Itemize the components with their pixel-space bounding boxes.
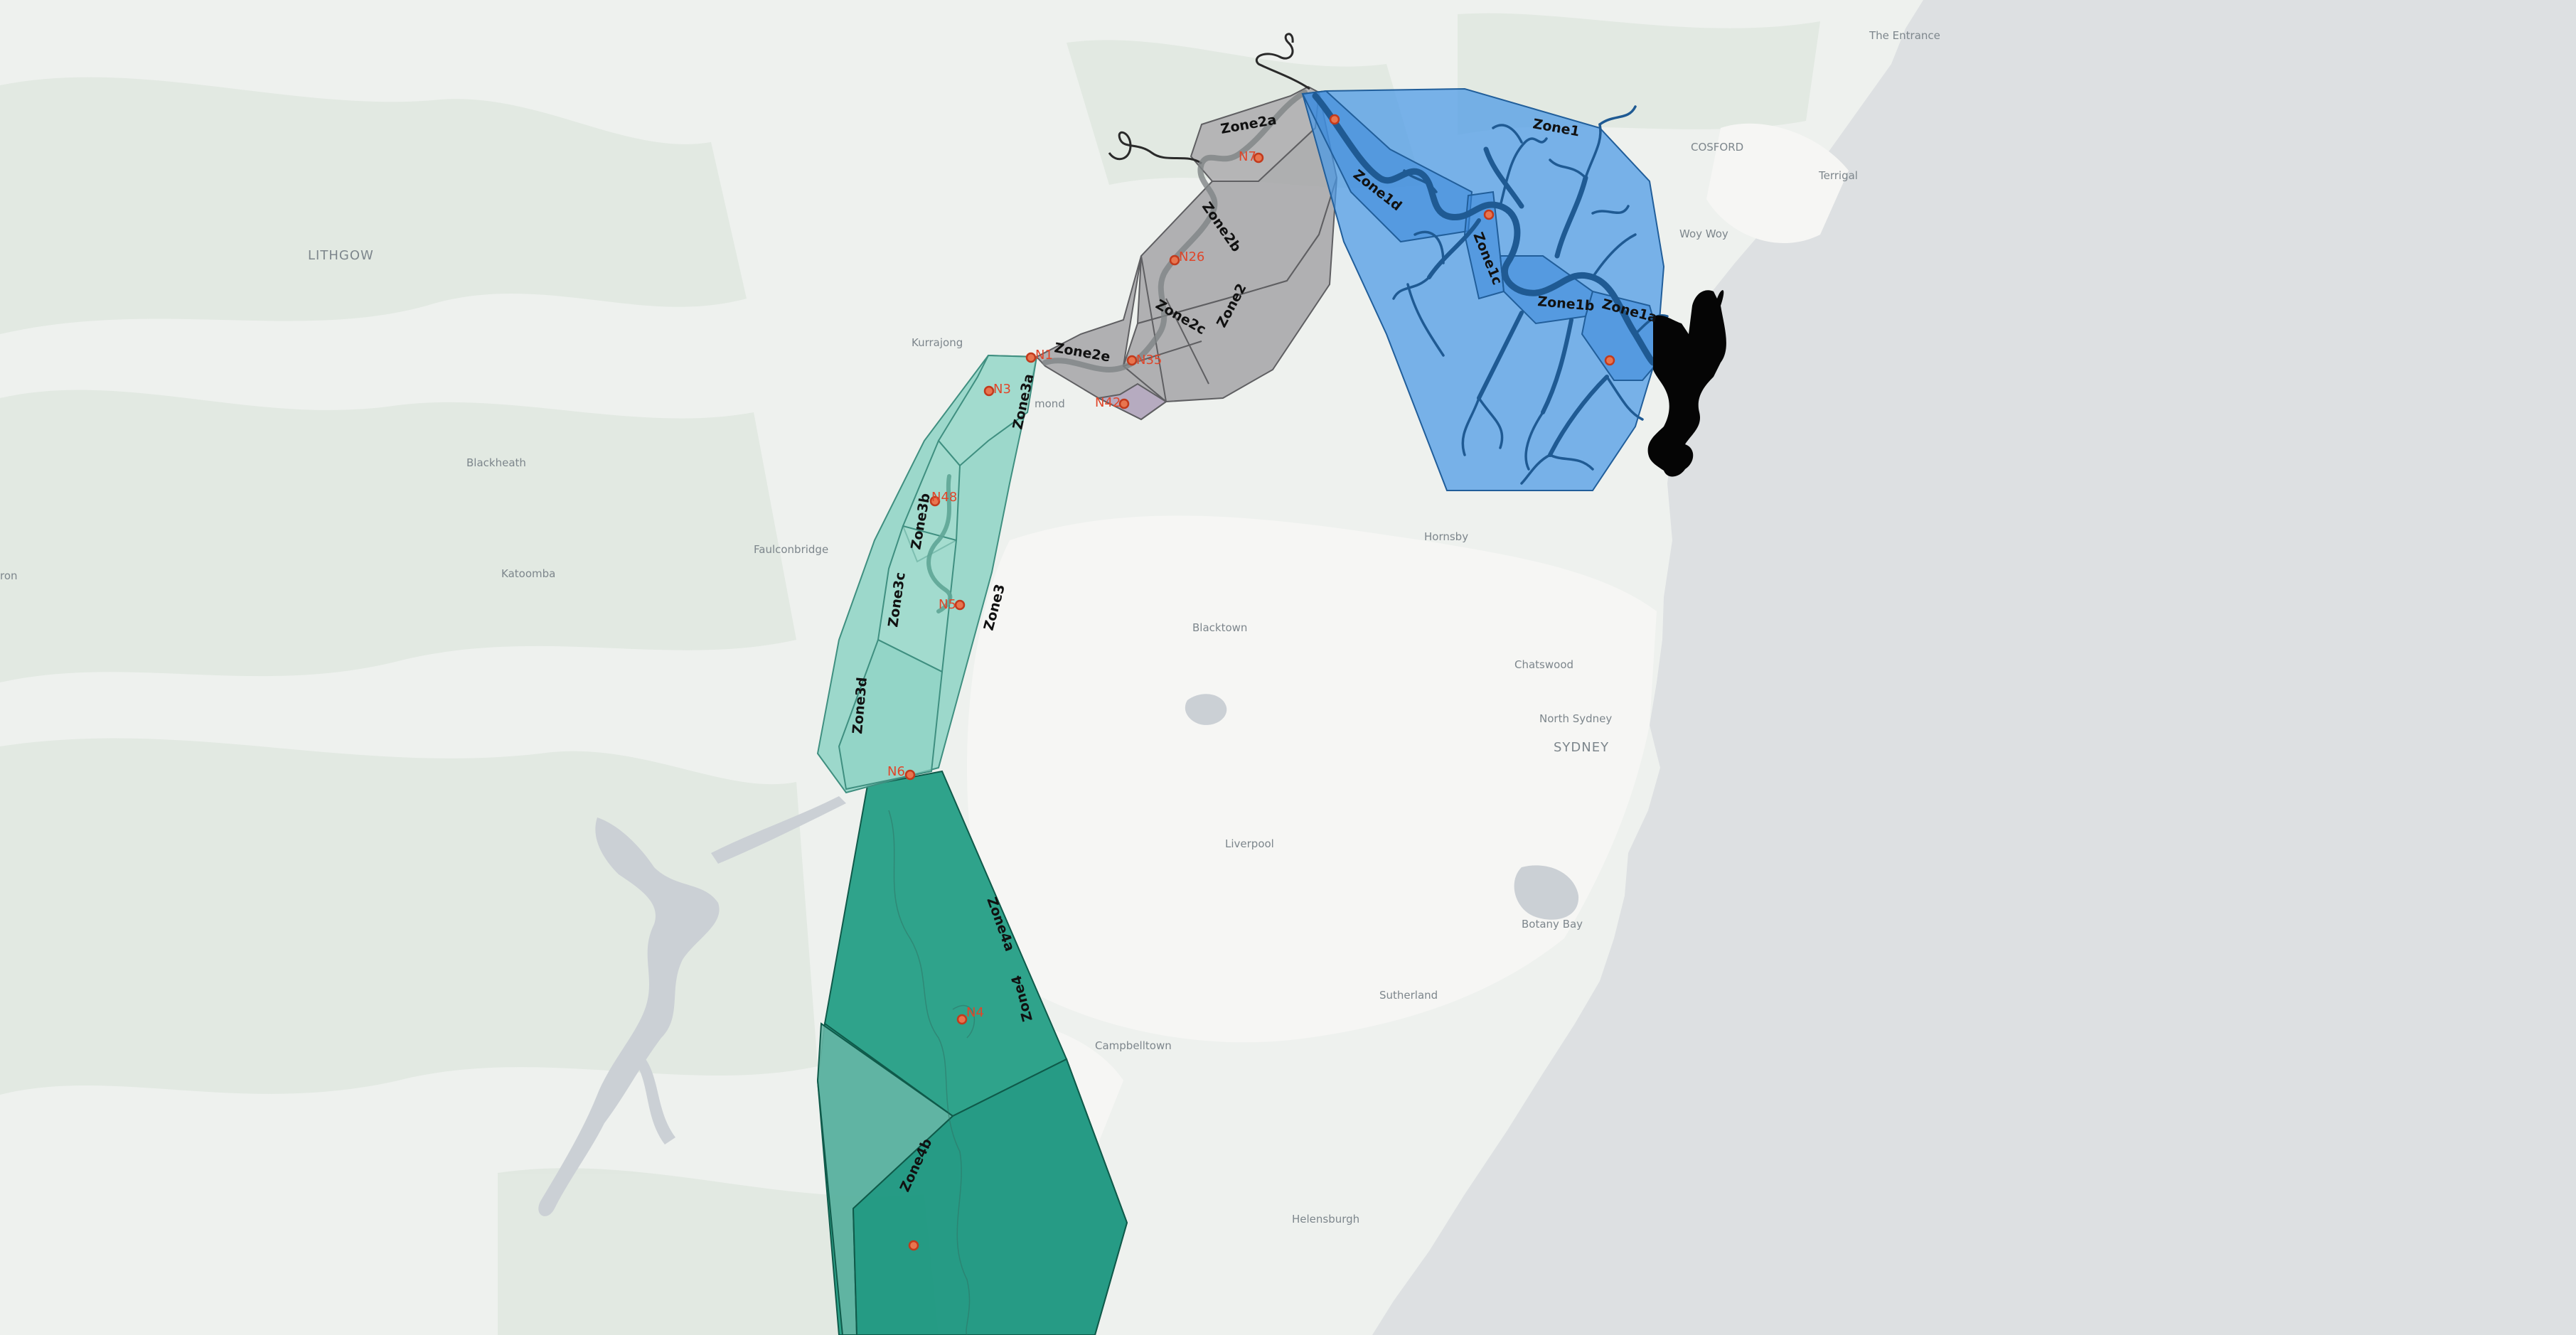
river-channel bbox=[1042, 90, 1308, 372]
station-n35[interactable]: N35 bbox=[1126, 353, 1162, 368]
place-left-edge: ron bbox=[0, 569, 18, 582]
place-labels: LITHGOW COSFORD SYDNEY Kurrajong Blackhe… bbox=[0, 29, 1940, 1226]
zone-group-1 bbox=[1301, 87, 1665, 491]
station-n3[interactable]: N3 bbox=[983, 382, 1011, 397]
station-label-n4: N4 bbox=[966, 1005, 984, 1020]
place-blackheath: Blackheath bbox=[466, 456, 526, 469]
zone2-divider-1 bbox=[1140, 255, 1167, 402]
station-n42[interactable]: N42 bbox=[1095, 395, 1130, 410]
station-label-n1: N1 bbox=[1035, 348, 1053, 363]
zone2-area[interactable] bbox=[1096, 382, 1167, 421]
estuary-river bbox=[1312, 92, 1657, 457]
estuary-mouth bbox=[1647, 290, 1726, 477]
station-label-n48: N48 bbox=[931, 490, 957, 505]
zone-group-4 bbox=[816, 770, 1128, 1335]
zone2-divider-2 bbox=[1165, 298, 1209, 385]
station-n7[interactable]: N7 bbox=[1239, 149, 1264, 164]
place-cosford: COSFORD bbox=[1691, 141, 1743, 154]
station-n26[interactable]: N26 bbox=[1169, 250, 1204, 266]
zone3a-area[interactable] bbox=[937, 354, 1038, 467]
station-n6[interactable]: N6 bbox=[887, 764, 916, 781]
station-label-n3: N3 bbox=[993, 382, 1011, 397]
place-faulconbridge: Faulconbridge bbox=[754, 543, 828, 556]
station-label-n5: N5 bbox=[939, 597, 956, 612]
zone3d-area[interactable] bbox=[838, 638, 944, 790]
place-terrigal: Terrigal bbox=[1818, 169, 1858, 182]
station-n48[interactable]: N48 bbox=[929, 490, 957, 507]
station-label-n7: N7 bbox=[1239, 149, 1256, 164]
place-botany-bay: Botany Bay bbox=[1522, 918, 1583, 931]
place-blacktown: Blacktown bbox=[1192, 621, 1247, 634]
place-hornsby: Hornsby bbox=[1424, 530, 1468, 543]
place-north-sydney: North Sydney bbox=[1539, 712, 1612, 725]
lakes bbox=[538, 694, 1579, 1216]
place-kurrajong: Kurrajong bbox=[912, 336, 963, 349]
river-upstream bbox=[1108, 33, 1310, 165]
place-woy-woy: Woy Woy bbox=[1679, 227, 1728, 240]
place-sutherland: Sutherland bbox=[1379, 989, 1438, 1002]
station-label-n42: N42 bbox=[1095, 395, 1121, 410]
place-richmond: mond bbox=[1035, 397, 1065, 410]
station-label-n26: N26 bbox=[1179, 250, 1204, 264]
station-n4[interactable]: N4 bbox=[956, 1005, 984, 1025]
zone1a-area[interactable] bbox=[1581, 290, 1665, 381]
station-n5[interactable]: N5 bbox=[939, 597, 966, 612]
station-zone4-a[interactable] bbox=[908, 1240, 919, 1251]
creek-lines bbox=[888, 810, 976, 1335]
place-chatswood: Chatswood bbox=[1514, 658, 1573, 671]
station-zone1-c[interactable] bbox=[1604, 355, 1615, 366]
place-lithgow: LITHGOW bbox=[308, 248, 374, 263]
station-label-n35: N35 bbox=[1136, 353, 1162, 368]
river-teal bbox=[926, 474, 953, 613]
station-zone1-a[interactable] bbox=[1329, 114, 1340, 125]
estuary-tributaries bbox=[1392, 105, 1669, 485]
station-n1[interactable]: N1 bbox=[1025, 348, 1053, 363]
zone4-lower-area[interactable] bbox=[852, 1058, 1128, 1335]
station-label-n6: N6 bbox=[887, 764, 905, 779]
station-zone1-b[interactable] bbox=[1483, 209, 1495, 220]
place-campbelltown: Campbelltown bbox=[1095, 1039, 1172, 1052]
place-the-entrance: The Entrance bbox=[1869, 29, 1940, 42]
stations: N26 N5 N3 N6 N48 N42 N35 N7 bbox=[887, 114, 1615, 1251]
place-sydney: SYDNEY bbox=[1554, 740, 1609, 755]
place-liverpool: Liverpool bbox=[1225, 837, 1274, 850]
zone2e-area[interactable] bbox=[1035, 255, 1167, 421]
place-helensburgh: Helensburgh bbox=[1292, 1213, 1359, 1226]
place-katoomba: Katoomba bbox=[501, 567, 555, 580]
